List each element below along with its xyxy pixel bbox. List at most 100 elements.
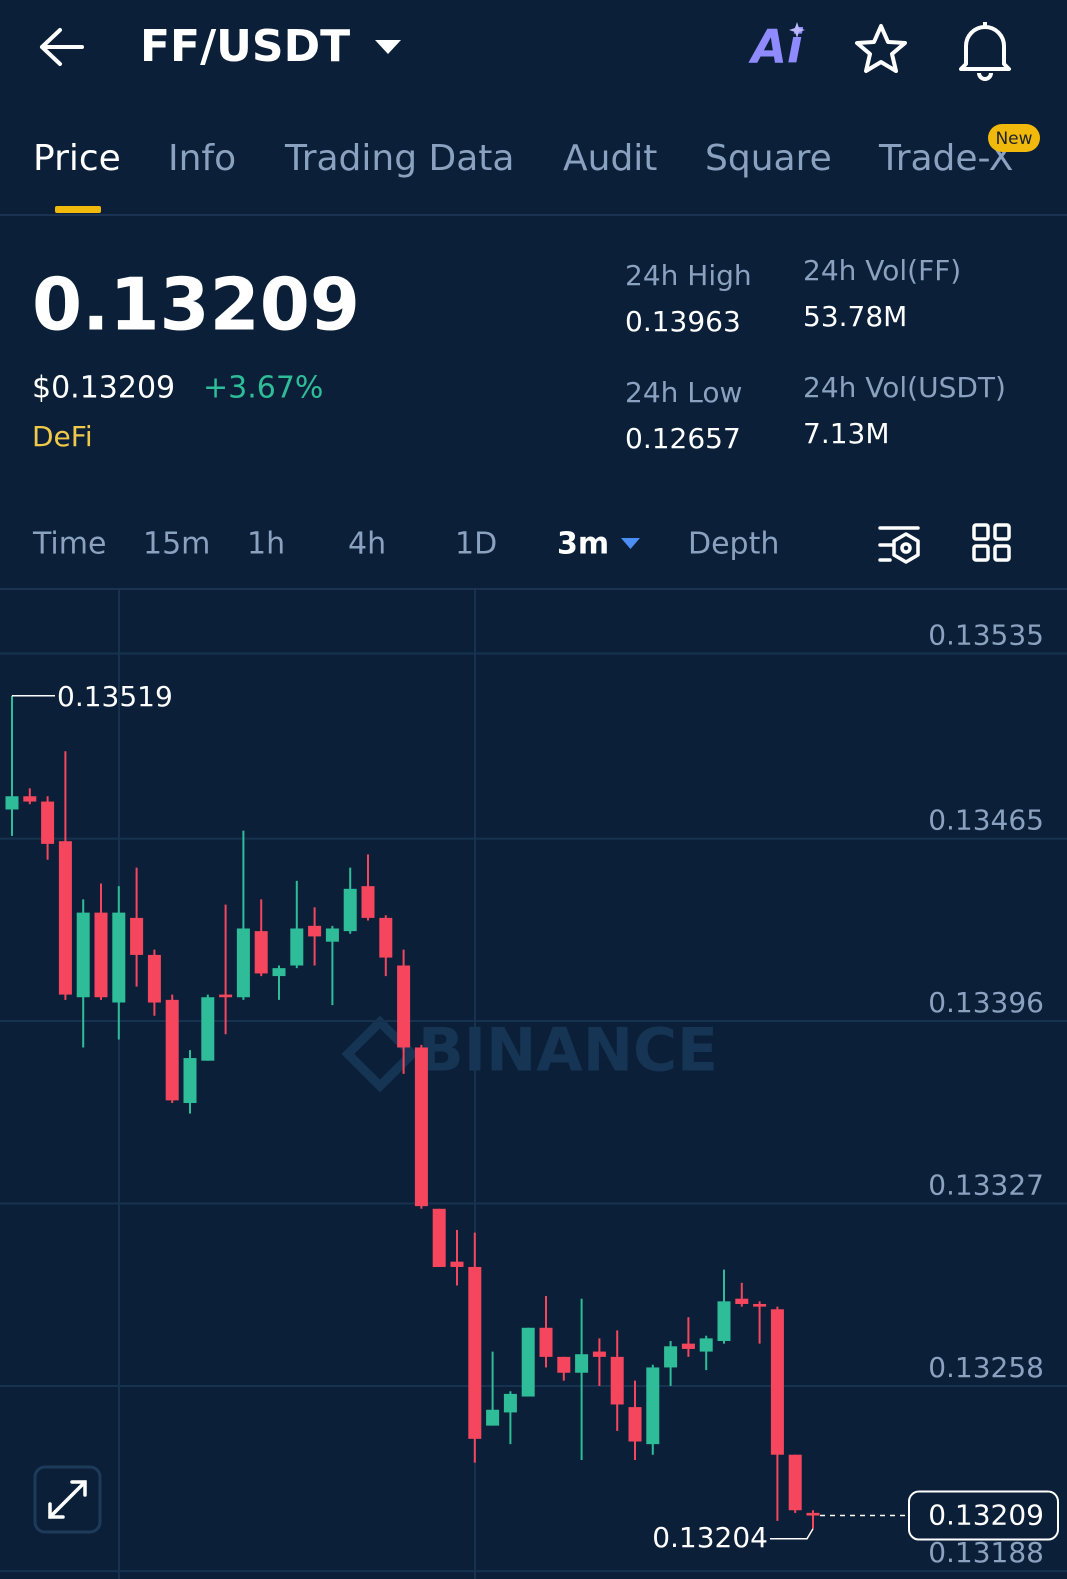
candle-body (788, 1454, 802, 1511)
interval-option[interactable]: Depth (688, 527, 779, 562)
candle-body (717, 1301, 731, 1342)
new-badge-text: New (995, 129, 1032, 149)
candle-body (486, 1409, 500, 1426)
candle-body (806, 1512, 820, 1516)
new-badge (988, 124, 1040, 152)
candle-body (112, 912, 126, 1003)
candle-body (94, 912, 108, 998)
candle-body (147, 954, 161, 1003)
ai-button[interactable]: Ai (748, 20, 805, 74)
candle-body (254, 931, 268, 974)
tab[interactable]: Audit (563, 138, 657, 179)
favorite-button[interactable] (855, 24, 907, 73)
last-price-box (908, 1490, 1059, 1541)
stats: 24h High 0.13963 24h Vol(FF) 53.78M 24h Low 0… (625, 254, 1006, 455)
candlestick-chart: 0.13535 0.13465 0.13396 0.13327 0.13258 0.131… (0, 618, 1067, 1573)
interval-dropdown[interactable] (621, 538, 640, 549)
candle-body (539, 1327, 553, 1357)
pair-dropdown[interactable] (375, 40, 401, 54)
candle-body (308, 925, 322, 937)
candle-body (753, 1303, 767, 1307)
last-price: 0.13209 (32, 263, 360, 347)
candle-body (628, 1407, 642, 1442)
candle-body (272, 968, 286, 977)
candle-body (664, 1346, 678, 1368)
fullscreen-button[interactable] (33, 1465, 102, 1534)
stat-label: 24h Vol(FF) (803, 254, 961, 287)
candle-body (5, 796, 19, 810)
y-tick-label: 0.13258 (928, 1351, 1044, 1384)
interval-option[interactable]: Time (32, 527, 106, 562)
stat-value: 53.78M (803, 300, 907, 333)
stat-label: 24h High (625, 259, 752, 292)
interval-option[interactable]: 1h (247, 527, 285, 562)
candle-body (183, 1058, 197, 1104)
category-tag[interactable]: DeFi (32, 420, 93, 453)
candle-body (58, 841, 72, 995)
interval-option[interactable]: 15m (143, 527, 210, 562)
interval-option[interactable]: 1D (455, 527, 497, 562)
candle-body (575, 1354, 589, 1373)
candle-body (557, 1356, 571, 1373)
y-tick-label: 0.13396 (928, 986, 1044, 1019)
stat-value: 0.12657 (625, 422, 741, 455)
layout-button[interactable] (972, 523, 1011, 562)
y-tick-label: 0.13535 (928, 618, 1044, 651)
candle-body (236, 928, 250, 998)
tab[interactable]: Price (33, 138, 121, 179)
alert-button[interactable] (959, 22, 1011, 81)
candle-body (521, 1327, 535, 1397)
stat-label: 24h Low (625, 376, 742, 409)
indicator-settings[interactable] (878, 526, 920, 564)
candle-body (468, 1266, 482, 1439)
candle-body (219, 994, 233, 998)
min-label: 0.13204 (652, 1521, 768, 1554)
candle-body (379, 917, 393, 958)
y-tick-label: 0.13327 (928, 1168, 1044, 1201)
candle-body (610, 1356, 624, 1405)
active-tab-indicator (55, 206, 101, 213)
candle-body (735, 1298, 749, 1304)
candle-body (450, 1261, 464, 1267)
candle-body (165, 999, 179, 1101)
pair-title[interactable]: FF/USDT (140, 21, 350, 72)
y-tick-label: 0.13188 (928, 1536, 1044, 1569)
stat-value: 0.13963 (625, 305, 741, 338)
y-tick-label: 0.13465 (928, 804, 1044, 837)
back-button[interactable] (40, 28, 84, 66)
candle-body (432, 1208, 446, 1267)
candle-body (76, 912, 90, 998)
price-change: +3.67% (203, 371, 323, 406)
candle-body (770, 1309, 784, 1455)
candle-body (503, 1393, 517, 1413)
stat-value: 7.13M (803, 417, 890, 450)
tab[interactable]: Trading Data (284, 138, 514, 179)
candle-body (646, 1367, 660, 1445)
max-label: 0.13519 (57, 680, 173, 713)
candle-body (343, 888, 357, 932)
candle-body (325, 928, 339, 942)
stat-label: 24h Vol(USDT) (803, 371, 1006, 404)
candle-body (361, 886, 375, 918)
candle-body (397, 965, 411, 1048)
candle-body (290, 928, 304, 966)
candle-body (592, 1351, 606, 1357)
candle-body (41, 801, 55, 844)
interval-option[interactable]: 3m (557, 527, 609, 562)
candle-body (681, 1343, 695, 1349)
watermark: BINANCE (418, 1016, 718, 1086)
last-price-label: 0.13209 (928, 1499, 1044, 1532)
usd-price: $0.13209 (32, 371, 175, 406)
tab[interactable]: Info (168, 138, 236, 179)
interval-bar: Time 15m 1h 4h 1D 3m Depth (32, 527, 779, 562)
candle-body (201, 997, 215, 1061)
candle-body (699, 1338, 713, 1352)
tab[interactable]: Square (705, 138, 832, 179)
candle-body (23, 796, 37, 802)
min-marker (770, 1528, 814, 1540)
candle-body (414, 1047, 428, 1207)
interval-option[interactable]: 4h (348, 527, 386, 562)
candle-body (130, 917, 144, 955)
